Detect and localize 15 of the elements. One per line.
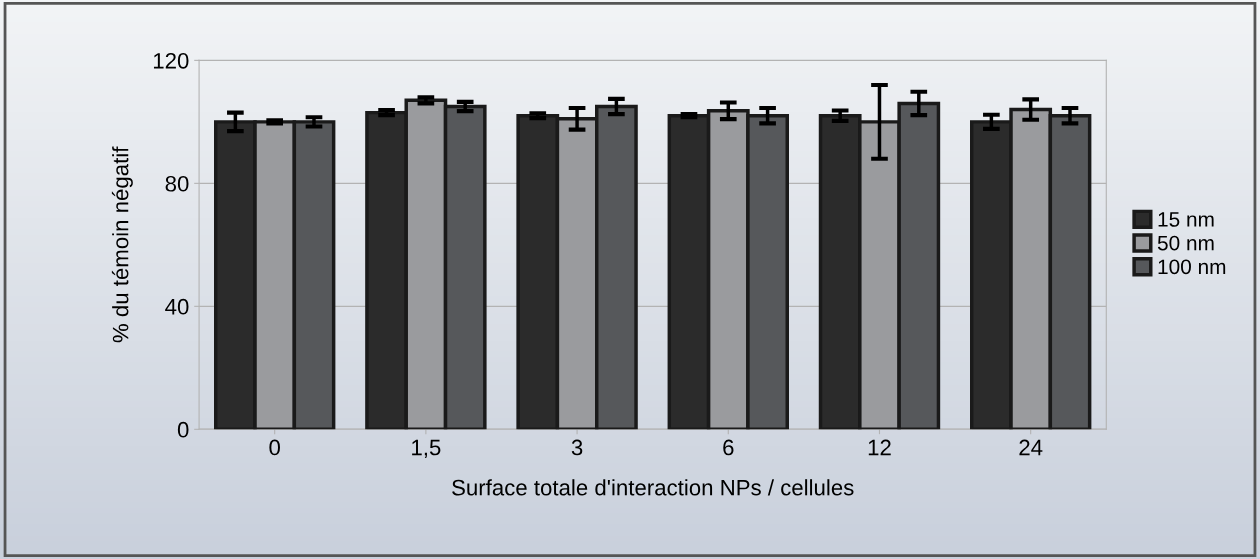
y-tick-label: 0 [177, 421, 189, 438]
x-axis-title: Surface totale d'interaction NPs / cellules [452, 479, 854, 496]
y-axis-title: % du témoin négatif [111, 146, 133, 343]
legend-label: 50 nm [1157, 235, 1214, 251]
x-tick-label: 12 [868, 439, 891, 456]
y-tick-label: 40 [165, 298, 189, 315]
x-tick-label: 3 [571, 439, 583, 456]
y-tick-label: 80 [165, 175, 189, 192]
x-tick-label: 6 [723, 439, 734, 456]
x-tick-label: 24 [1019, 439, 1043, 456]
legend-label: 100 nm [1158, 259, 1226, 275]
x-tick-label: 0 [269, 439, 280, 456]
x-tick-label: 1,5 [412, 439, 441, 458]
y-tick-label: 120 [153, 52, 189, 69]
legend-label: 15 nm [1158, 212, 1214, 227]
